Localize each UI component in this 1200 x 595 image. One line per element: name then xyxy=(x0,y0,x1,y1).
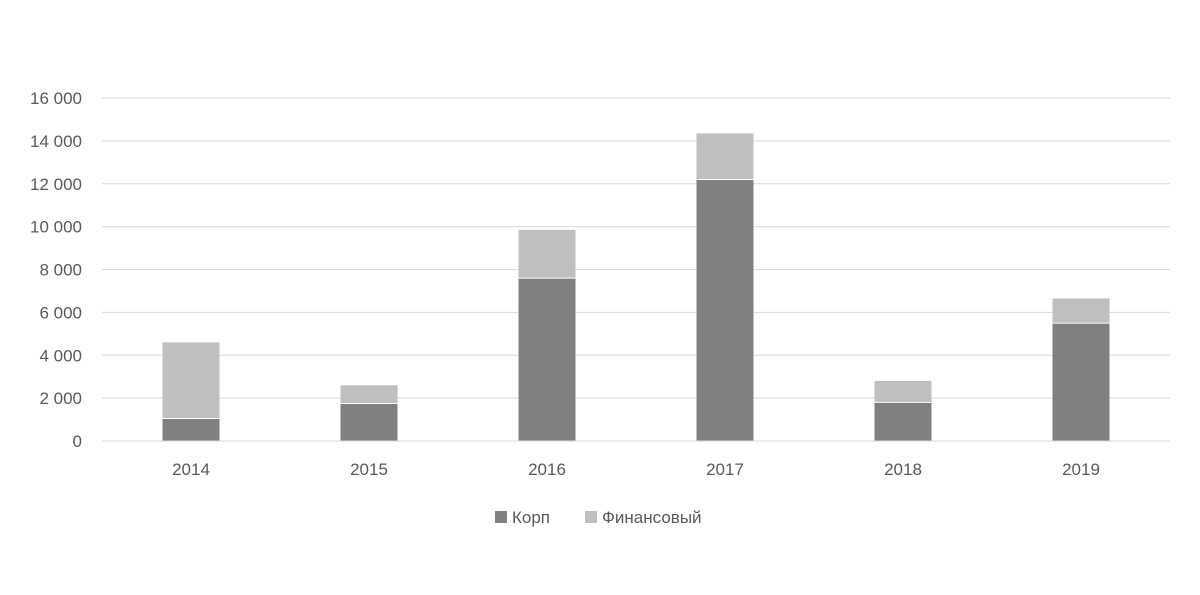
bar-segment-korp xyxy=(1052,323,1110,441)
bar-segment-korp xyxy=(874,402,932,441)
x-tick-label: 2016 xyxy=(528,460,566,479)
x-tick-label: 2014 xyxy=(172,460,210,479)
legend: Корп Финансовый xyxy=(495,508,702,527)
y-tick-label: 4 000 xyxy=(39,346,82,365)
y-tick-label: 16 000 xyxy=(30,89,82,108)
y-tick-label: 10 000 xyxy=(30,218,82,237)
legend-swatch-finansovyi xyxy=(585,511,597,523)
bar-segment-korp xyxy=(340,403,398,441)
y-tick-label: 6 000 xyxy=(39,303,82,322)
bar-segment-korp xyxy=(696,179,754,441)
bar-segment-finansovyi xyxy=(340,385,398,404)
x-tick-label: 2015 xyxy=(350,460,388,479)
y-tick-label: 2 000 xyxy=(39,389,82,408)
x-tick-label: 2018 xyxy=(884,460,922,479)
bar-segment-finansovyi xyxy=(162,342,220,419)
bars xyxy=(162,133,1110,441)
legend-label-korp: Корп xyxy=(512,508,550,527)
bar-segment-korp xyxy=(162,418,220,441)
bar-segment-finansovyi xyxy=(518,229,576,279)
x-axis-labels: 2014 2015 2016 2017 2018 2019 xyxy=(172,460,1100,479)
bar-segment-finansovyi xyxy=(874,380,932,403)
x-tick-label: 2017 xyxy=(706,460,744,479)
legend-label-finansovyi: Финансовый xyxy=(602,508,702,527)
x-tick-label: 2019 xyxy=(1062,460,1100,479)
y-tick-label: 8 000 xyxy=(39,261,82,280)
gridlines xyxy=(102,97,1170,399)
y-tick-label: 14 000 xyxy=(30,132,82,151)
legend-swatch-korp xyxy=(495,511,507,523)
y-tick-label: 0 xyxy=(73,432,82,451)
y-tick-label: 12 000 xyxy=(30,175,82,194)
bar-segment-korp xyxy=(518,278,576,441)
bar-segment-finansovyi xyxy=(696,133,754,180)
y-axis: 0 2 000 4 000 6 000 8 000 10 000 12 000 14 000 1… xyxy=(30,89,82,451)
bar-segment-finansovyi xyxy=(1052,298,1110,324)
